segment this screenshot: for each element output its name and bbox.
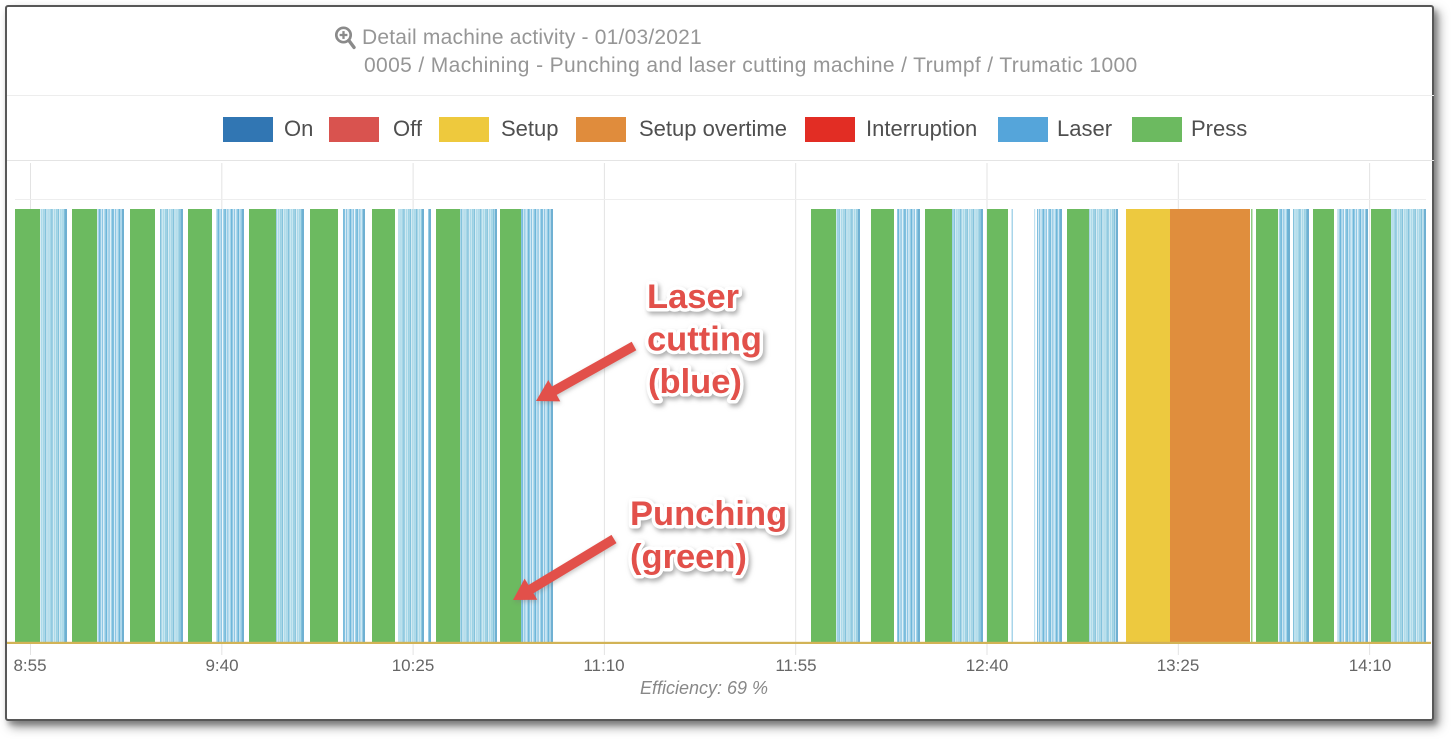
svg-text:(blue): (blue) bbox=[648, 363, 742, 401]
svg-text:(green): (green) bbox=[630, 538, 747, 576]
svg-text:Laser: Laser bbox=[647, 278, 739, 316]
svg-text:cutting: cutting bbox=[647, 321, 762, 359]
svg-text:Punching: Punching bbox=[630, 495, 787, 533]
